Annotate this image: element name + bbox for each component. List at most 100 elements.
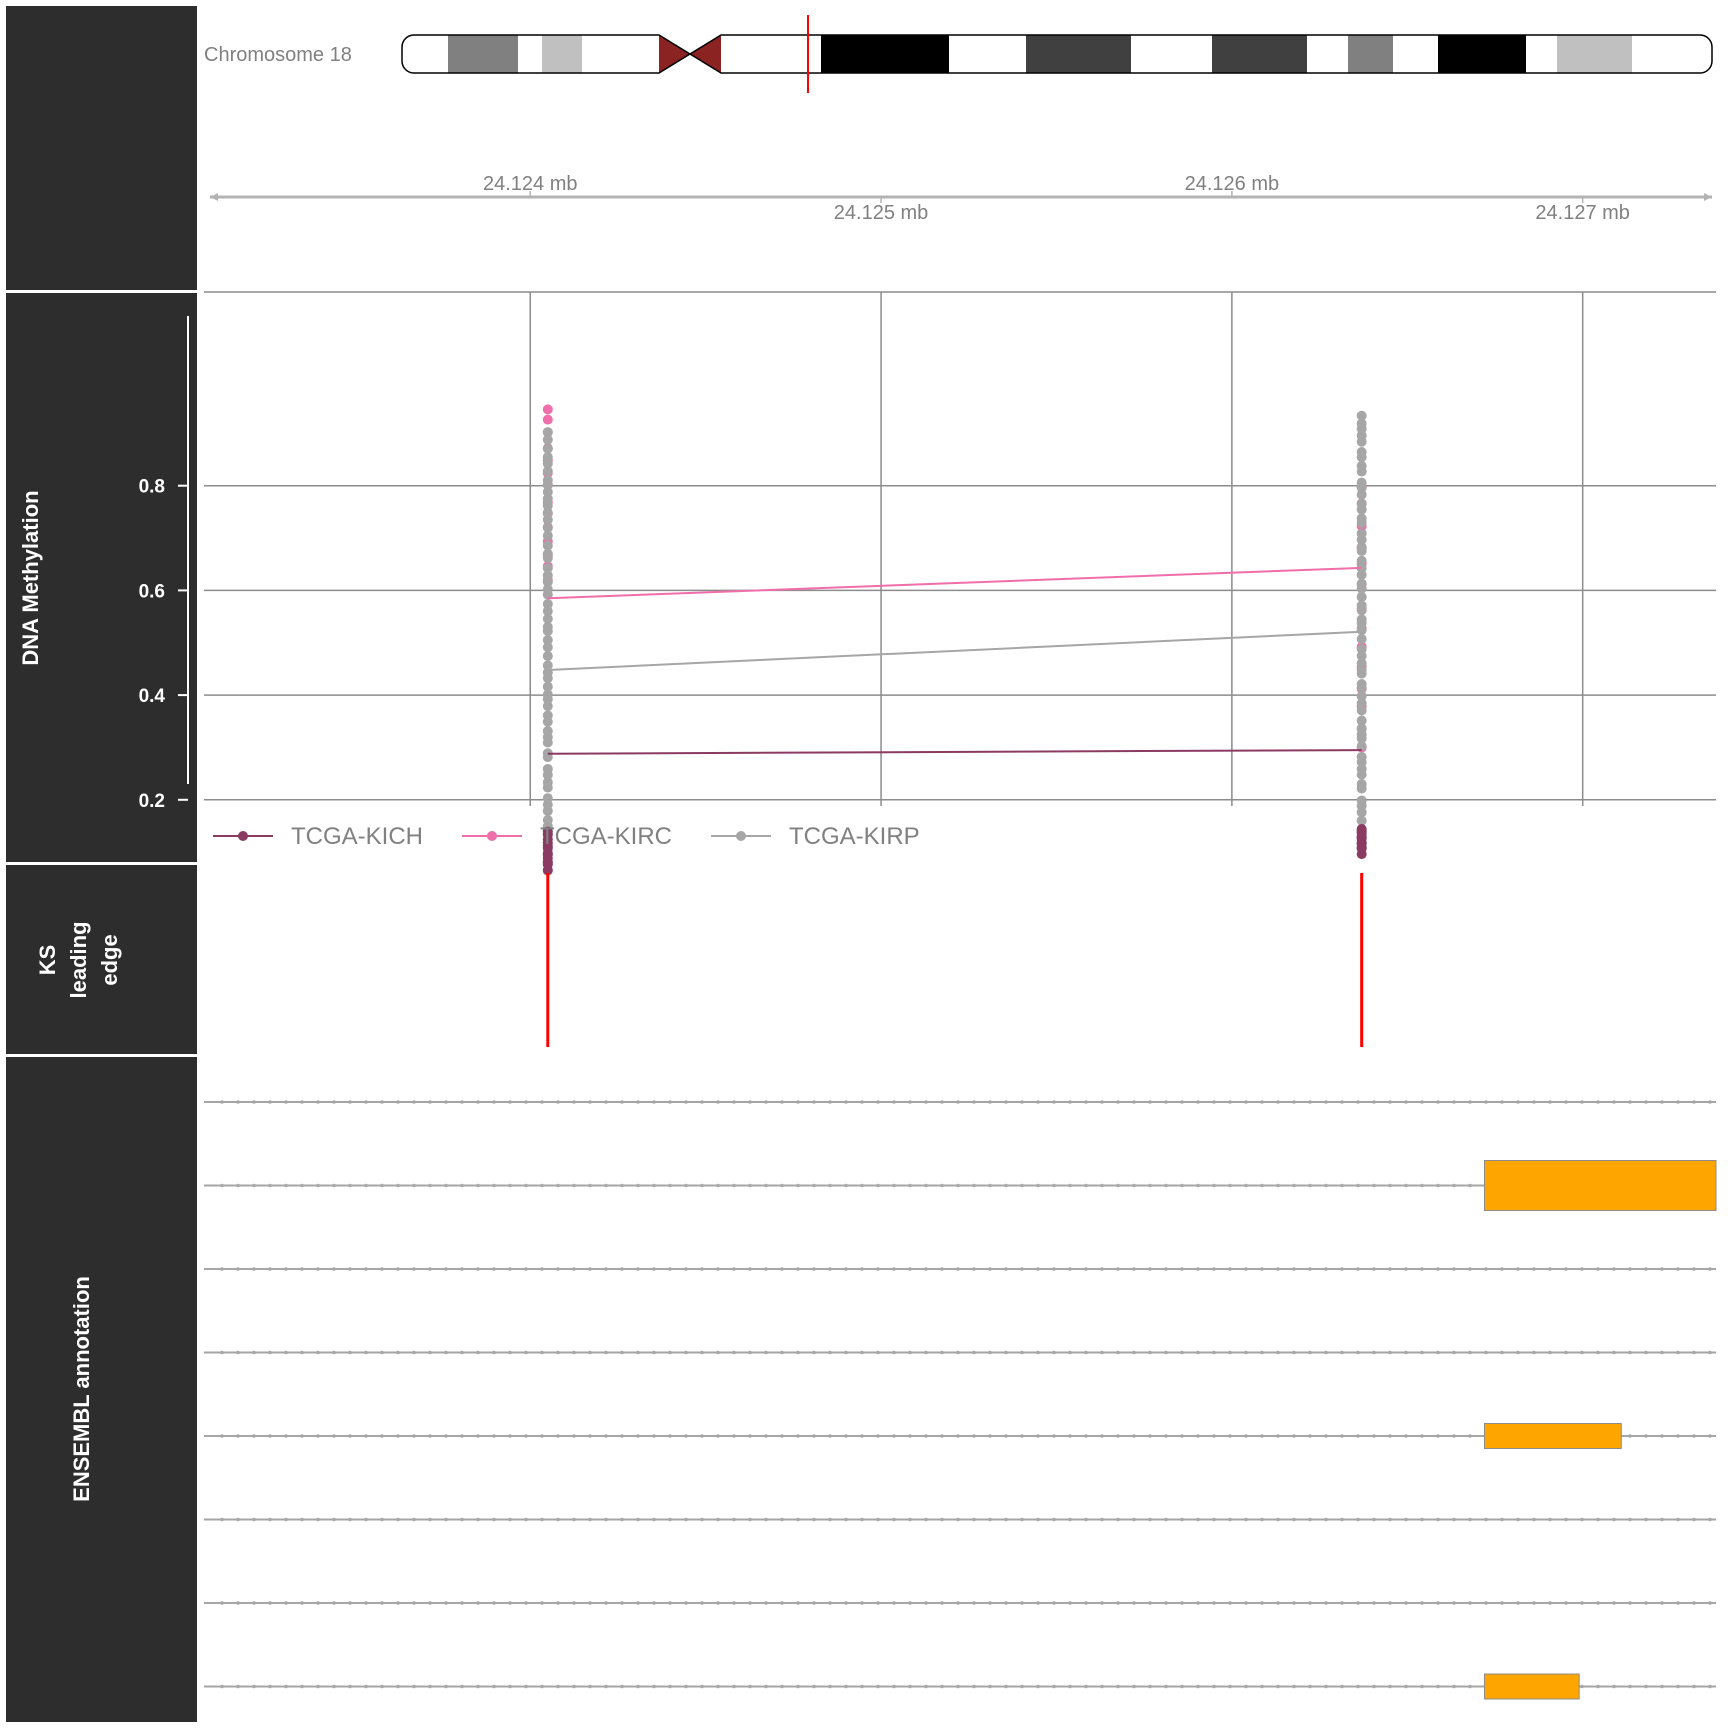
strand-marker (1036, 1517, 1040, 1522)
strand-marker (1068, 1601, 1072, 1605)
strand-marker (668, 1517, 672, 1522)
strand-marker (684, 1684, 688, 1689)
strand-marker (1004, 1100, 1008, 1104)
strand-marker (1388, 1517, 1392, 1522)
strand-marker (1068, 1350, 1072, 1355)
methylation-y-axis: 0.2 0.4 0.6 0.8 (139, 316, 189, 812)
strand-marker (1676, 1601, 1680, 1605)
strand-marker (268, 1517, 272, 1522)
strand-marker (460, 1684, 464, 1689)
strand-marker (652, 1601, 656, 1605)
y-axis-tick-label: 0.6 (139, 581, 165, 602)
strand-marker (1116, 1183, 1120, 1188)
strand-marker (348, 1350, 352, 1355)
strand-marker (876, 1601, 880, 1605)
strand-marker (1548, 1100, 1552, 1104)
strand-marker (1388, 1100, 1392, 1104)
strand-marker (1708, 1100, 1712, 1104)
strand-marker (1356, 1517, 1360, 1522)
data-point (1356, 650, 1367, 661)
centromere-right (690, 35, 721, 73)
ideogram-label-panel (6, 6, 197, 290)
data-point (542, 642, 553, 653)
strand-marker (828, 1517, 832, 1522)
strand-marker (1132, 1100, 1136, 1104)
strand-marker (1580, 1267, 1584, 1271)
strand-marker (828, 1100, 832, 1104)
strand-marker (508, 1517, 512, 1522)
strand-marker (780, 1100, 784, 1104)
strand-marker (1484, 1601, 1488, 1605)
strand-marker (300, 1684, 304, 1689)
strand-marker (1436, 1267, 1440, 1271)
strand-marker (252, 1100, 256, 1104)
strand-marker (316, 1350, 320, 1355)
strand-marker (1692, 1350, 1696, 1355)
strand-marker (1212, 1183, 1216, 1188)
strand-marker (1228, 1100, 1232, 1104)
strand-marker (860, 1350, 864, 1355)
strand-marker (1468, 1267, 1472, 1271)
strand-marker (924, 1267, 928, 1271)
strand-marker (812, 1350, 816, 1355)
strand-marker (412, 1350, 416, 1355)
strand-marker (796, 1267, 800, 1271)
data-point (1356, 418, 1367, 429)
strand-marker (636, 1434, 640, 1438)
strand-marker (236, 1183, 240, 1188)
strand-marker (1452, 1434, 1456, 1438)
strand-marker (988, 1183, 992, 1188)
ideogram-band (1026, 35, 1131, 73)
strand-marker (780, 1267, 784, 1271)
strand-marker (380, 1601, 384, 1605)
strand-marker (988, 1100, 992, 1104)
strand-marker (1004, 1267, 1008, 1271)
strand-marker (1692, 1434, 1696, 1438)
strand-marker (1228, 1684, 1232, 1689)
strand-marker (588, 1601, 592, 1605)
data-point (1356, 447, 1367, 458)
strand-marker (844, 1517, 848, 1522)
strand-marker (1292, 1684, 1296, 1689)
strand-marker (668, 1267, 672, 1271)
strand-marker (1468, 1434, 1472, 1438)
ideogram-band (1348, 35, 1393, 73)
strand-marker (492, 1434, 496, 1438)
strand-marker (236, 1100, 240, 1104)
strand-marker (236, 1434, 240, 1438)
strand-marker (1372, 1434, 1376, 1438)
ensembl-annotation-track (204, 1100, 1717, 1700)
strand-marker (828, 1434, 832, 1438)
strand-marker (940, 1434, 944, 1438)
strand-marker (364, 1684, 368, 1689)
strand-marker (1068, 1684, 1072, 1689)
strand-marker (380, 1434, 384, 1438)
strand-marker (1116, 1267, 1120, 1271)
strand-marker (412, 1517, 416, 1522)
strand-marker (284, 1684, 288, 1689)
strand-marker (1468, 1684, 1472, 1689)
strand-marker (956, 1100, 960, 1104)
strand-marker (236, 1267, 240, 1271)
strand-marker (956, 1350, 960, 1355)
strand-marker (1404, 1100, 1408, 1104)
strand-marker (844, 1267, 848, 1271)
strand-marker (924, 1517, 928, 1522)
strand-marker (1404, 1517, 1408, 1522)
strand-marker (572, 1434, 576, 1438)
centromere-left (659, 35, 690, 73)
strand-marker (1292, 1100, 1296, 1104)
strand-marker (396, 1434, 400, 1438)
strand-marker (1692, 1100, 1696, 1104)
strand-marker (668, 1350, 672, 1355)
strand-marker (1484, 1100, 1488, 1104)
strand-marker (1180, 1684, 1184, 1689)
data-point (1356, 555, 1367, 566)
strand-marker (1628, 1267, 1632, 1271)
strand-marker (396, 1350, 400, 1355)
strand-marker (1580, 1684, 1584, 1689)
strand-marker (572, 1601, 576, 1605)
strand-marker (844, 1684, 848, 1689)
ideogram-band (821, 35, 949, 73)
strand-marker (988, 1684, 992, 1689)
